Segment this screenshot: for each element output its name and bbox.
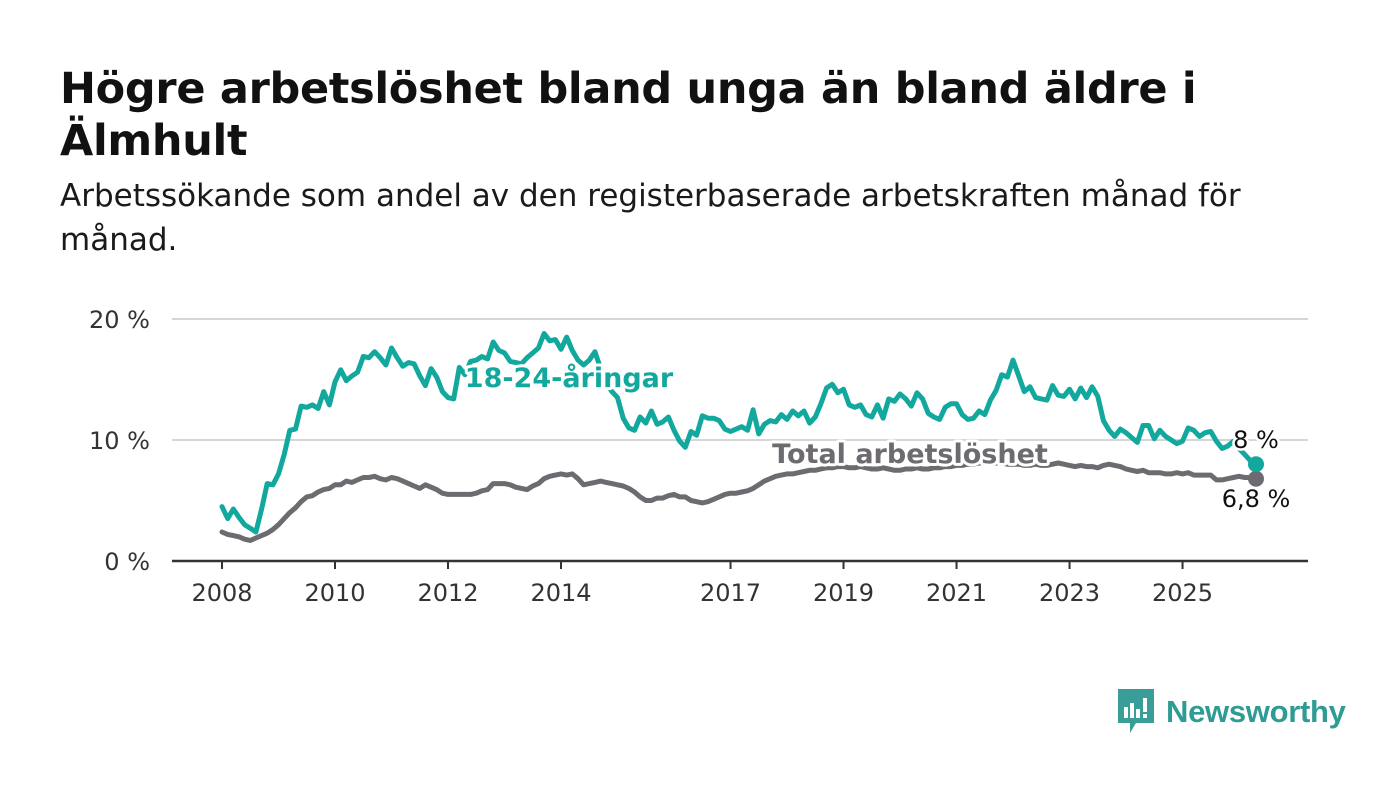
x-tick-label: 2019 xyxy=(813,579,874,607)
end-point-total xyxy=(1248,470,1264,487)
y-tick-label: 0 % xyxy=(104,548,150,576)
x-tick-label: 2021 xyxy=(926,579,987,607)
series-label-total: Total arbetslöshet xyxy=(772,439,1048,470)
series-line-youth xyxy=(219,331,1259,535)
newsworthy-brand: Newsworthy xyxy=(1118,688,1346,736)
end-point-youth xyxy=(1248,456,1264,473)
y-tick-label: 10 % xyxy=(89,427,150,455)
x-tick-label: 2012 xyxy=(417,579,478,607)
x-tick-label: 2023 xyxy=(1039,579,1100,607)
x-tick-label: 2008 xyxy=(191,579,252,607)
newsworthy-logo-icon xyxy=(1118,689,1154,733)
chart-title: Högre arbetslöshet bland unga än bland ä… xyxy=(60,64,1197,166)
brand-name: Newsworthy xyxy=(1166,694,1346,729)
gridlines xyxy=(172,318,1308,441)
x-tick-label: 2017 xyxy=(700,579,761,607)
annotations: 18-24-åringar Total arbetslöshet 8 % 6,8 % xyxy=(462,359,1293,516)
series-label-youth: 18-24-åringar xyxy=(465,362,674,394)
x-tick-label: 2025 xyxy=(1152,579,1213,607)
series-line-total xyxy=(219,459,1259,543)
y-tick-label: 20 % xyxy=(89,306,150,334)
x-tick-label: 2014 xyxy=(530,579,591,607)
chart-subtitle: Arbetssökande som andel av den registerb… xyxy=(60,178,1241,258)
series-lines xyxy=(219,331,1264,543)
axes: 0 % 10 % 20 % 2008 2010 2012 2014 2017 2019 2021 2… xyxy=(89,306,1308,607)
end-label-total: 6,8 % xyxy=(1222,485,1291,513)
x-tick-label: 2010 xyxy=(304,579,365,607)
end-label-youth: 8 % xyxy=(1233,426,1279,454)
